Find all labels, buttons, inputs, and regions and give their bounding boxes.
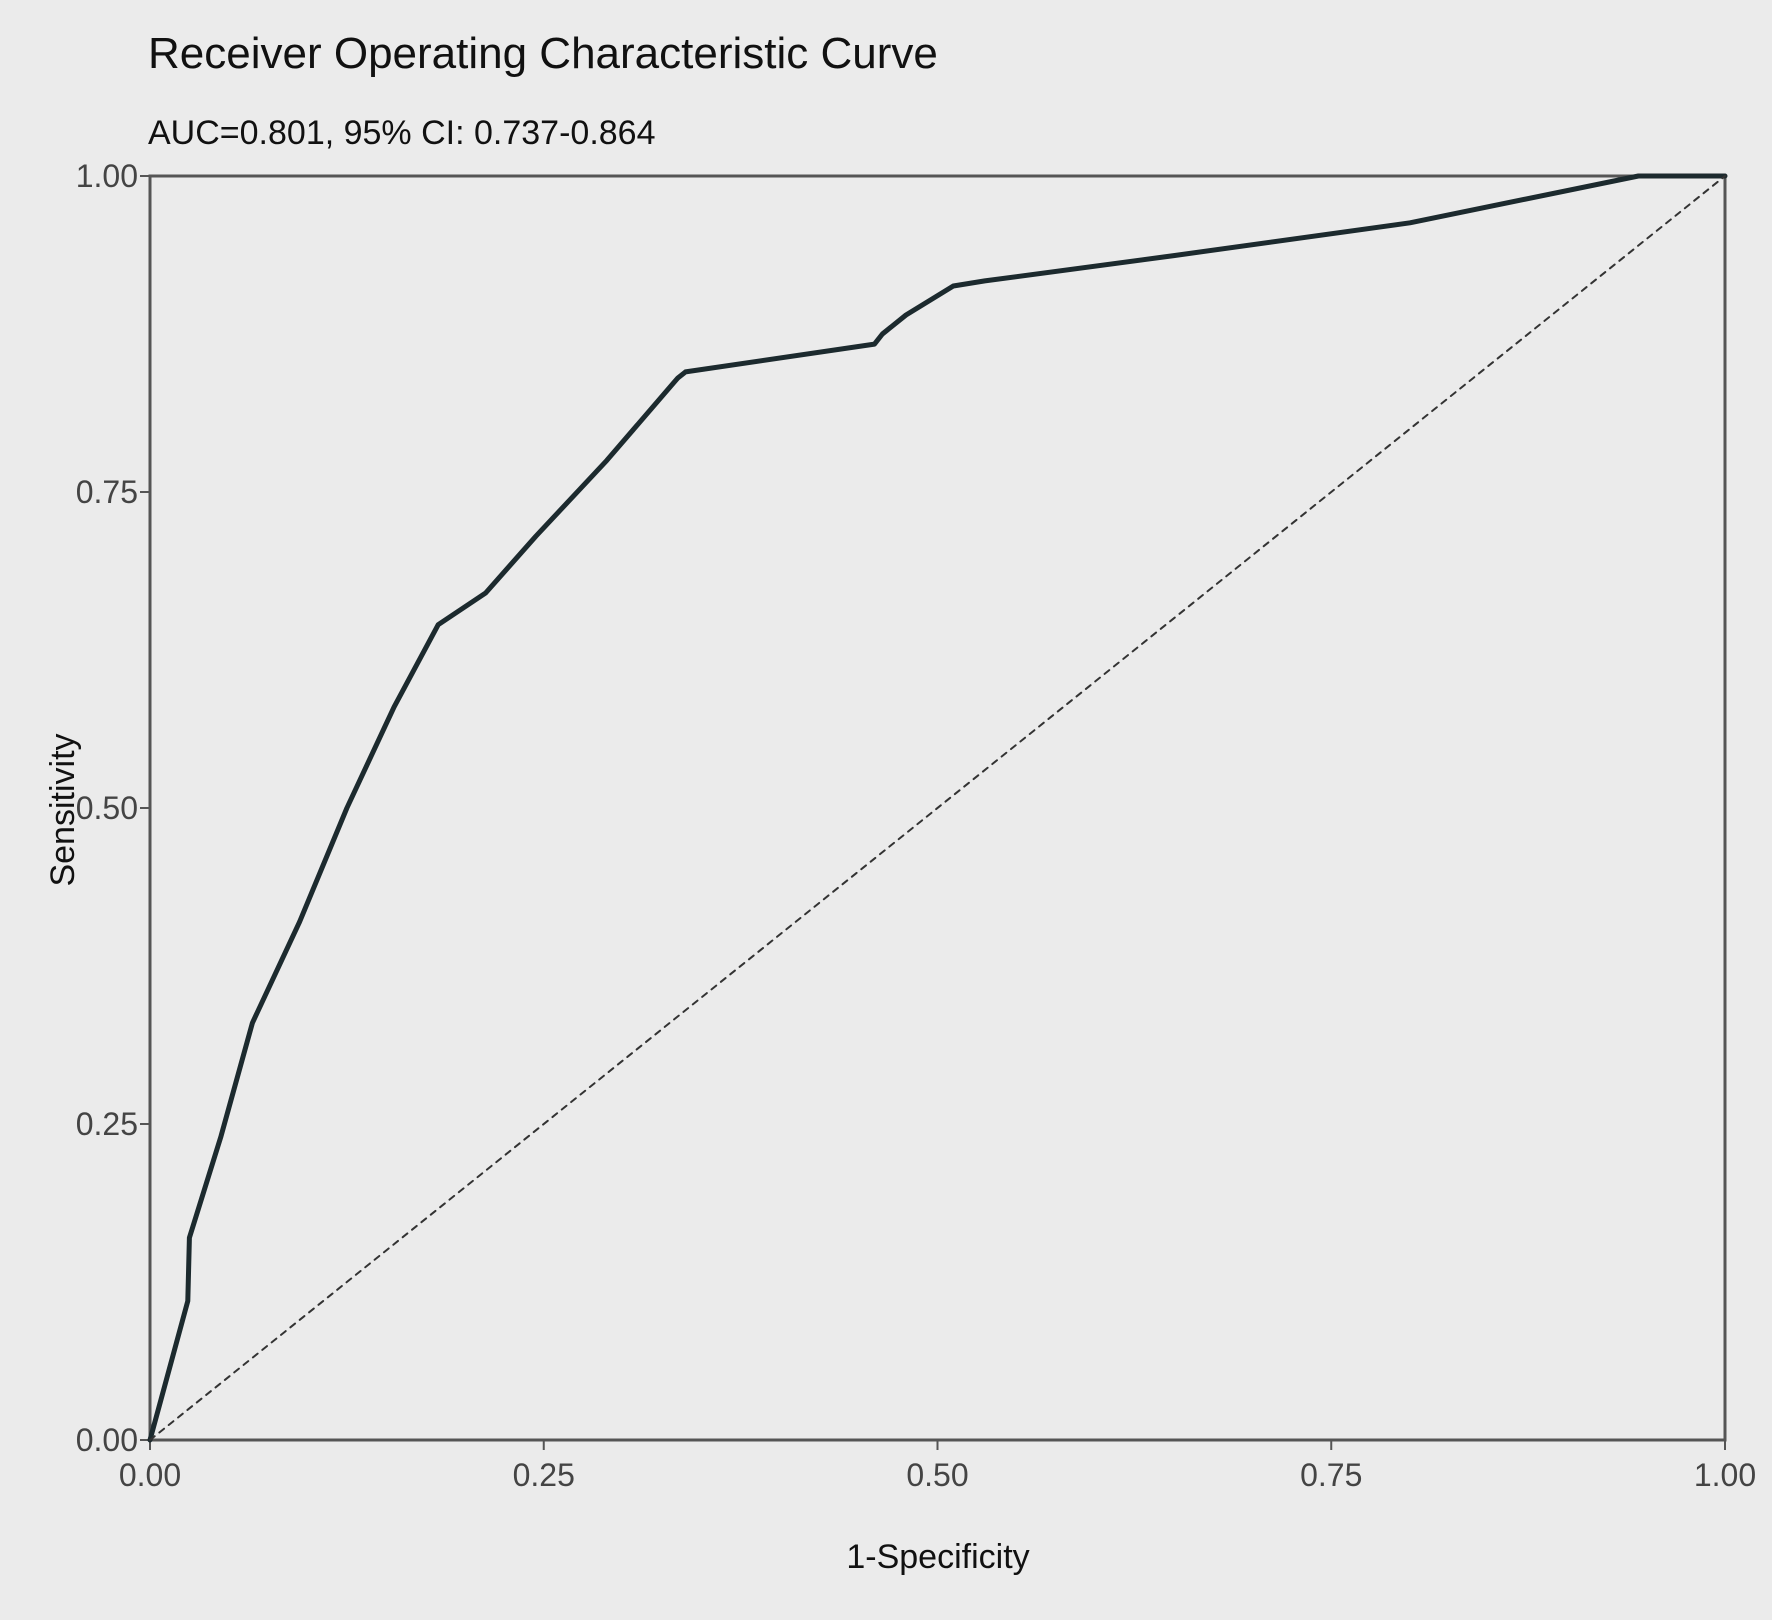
chart-title: Receiver Operating Characteristic Curve [148,29,938,78]
y-tick-label: 0.00 [76,1422,138,1458]
chart-subtitle: AUC=0.801, 95% CI: 0.737-0.864 [148,114,656,152]
roc-curve-line [147,173,1728,1443]
y-axis-label: Sensitivity [44,733,82,886]
y-tick-label: 0.25 [76,1106,138,1142]
y-tick-label: 1.00 [76,158,138,194]
x-tick-label: 1.00 [1694,1457,1756,1493]
y-tick-label: 0.50 [76,790,138,826]
y-tick-label: 0.75 [76,474,138,510]
x-tick-label: 0.00 [119,1457,181,1493]
reference-diagonal-line [149,175,1726,1441]
x-axis-label: 1-Specificity [846,1538,1029,1576]
plot-area: 0.00 0.25 0.50 0.75 1.00 0.00 0.25 0.50 0.75 1.00 [76,158,1756,1493]
x-tick-label: 0.25 [513,1457,575,1493]
x-tick-label: 0.75 [1300,1457,1362,1493]
x-tick-label: 0.50 [906,1457,968,1493]
